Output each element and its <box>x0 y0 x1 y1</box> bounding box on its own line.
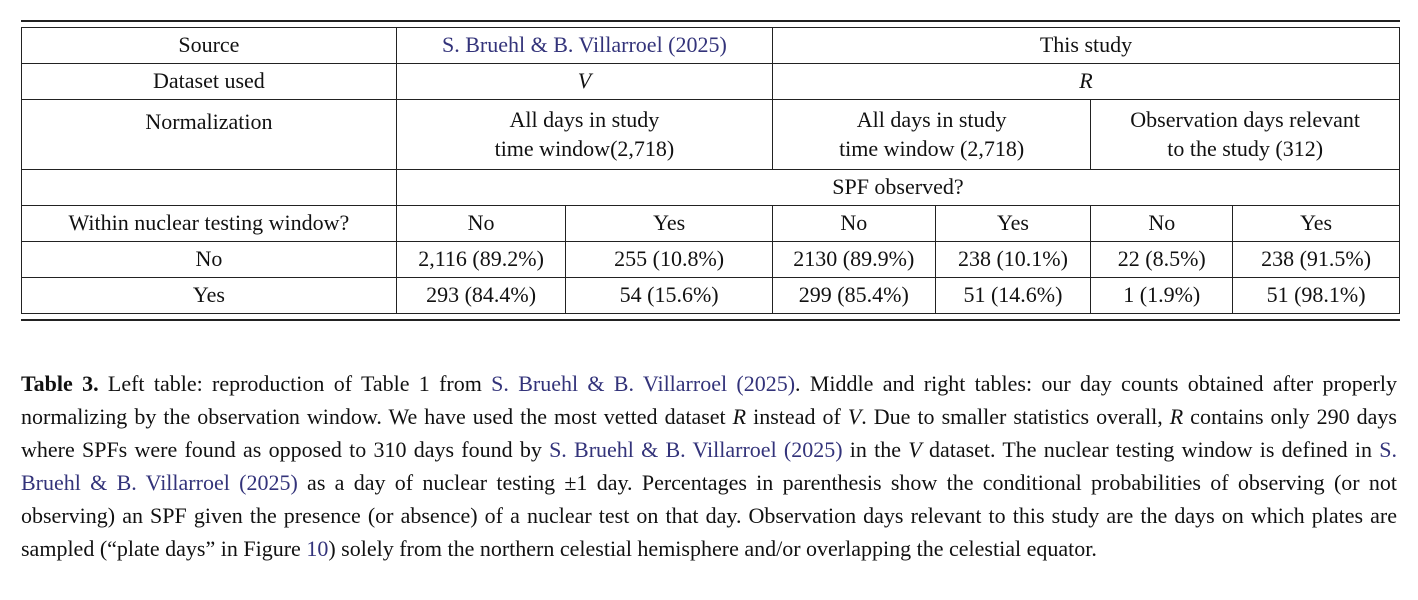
normalization-bruehl-cell: All days in study time window(2,718) <box>395 99 774 170</box>
row-no-mid-yes: 238 (10.1%) <box>934 241 1092 278</box>
caption-text-segment: as a day of nuclear testing ±1 day. Perc… <box>21 470 1397 561</box>
caption-text-segment: V <box>908 437 922 462</box>
caption-text-segment: ) solely from the northern celestial hem… <box>328 536 1097 561</box>
caption-text-segment: . Middle and right tables: our day count… <box>21 371 1397 429</box>
dataset-row-label: Dataset used <box>21 63 397 100</box>
cite-link[interactable]: S. Bruehl & B. Villarroel (2025) <box>441 32 727 58</box>
table-row-column-headers: Within nuclear testing window? No Yes No… <box>21 205 1400 242</box>
normalization-mid-cell: All days in study time window (2,718) <box>771 99 1092 170</box>
caption-text-segment: dataset. The nuclear testing window is d… <box>921 437 1380 462</box>
row-no-right-yes: 238 (91.5%) <box>1232 241 1400 278</box>
caption-text-segment: in the <box>842 437 909 462</box>
cite-link[interactable]: S. Bruehl & B. Villarroel (2025) <box>491 371 796 396</box>
caption-text-segment: R <box>732 404 747 429</box>
caption-text-segment: V <box>847 404 862 429</box>
row-no-bruehl-no: 2,116 (89.2%) <box>395 241 567 278</box>
cite-link[interactable]: 10 <box>306 536 329 561</box>
spf-empty-cell <box>21 169 397 206</box>
source-bruehl-cell: S. Bruehl & B. Villarroel (2025) <box>395 27 774 64</box>
table-caption: Table 3. Left table: reproduction of Tab… <box>21 367 1397 565</box>
table-row-spf-observed: SPF observed? <box>21 169 1401 206</box>
table-row-source: Source S. Bruehl & B. Villarroel (2025) … <box>21 27 1400 64</box>
caption-text-segment: Left table: reproduction of Table 1 from <box>98 371 492 396</box>
row-no-right-no: 22 (8.5%) <box>1090 241 1234 278</box>
caption-text-segment: instead of <box>746 404 848 429</box>
row-yes-mid-no: 299 (85.4%) <box>772 277 936 314</box>
col-header-bruehl-yes: Yes <box>565 205 773 242</box>
table-row-yes: Yes 293 (84.4%) 54 (15.6%) 299 (85.4%) 5… <box>21 277 1400 314</box>
cite-link[interactable]: S. Bruehl & B. Villarroel (2025) <box>549 437 843 462</box>
source-row-label: Source <box>21 27 397 64</box>
row-yes-mid-yes: 51 (14.6%) <box>934 277 1092 314</box>
col-header-bruehl-no: No <box>395 205 567 242</box>
row-yes-bruehl-yes: 54 (15.6%) <box>565 277 773 314</box>
results-table: Source S. Bruehl & B. Villarroel (2025) … <box>21 27 1401 314</box>
row-yes-right-no: 1 (1.9%) <box>1090 277 1234 314</box>
row-yes-right-yes: 51 (98.1%) <box>1232 277 1400 314</box>
results-table-wrapper: Source S. Bruehl & B. Villarroel (2025) … <box>21 20 1401 321</box>
caption-label: Table 3. <box>21 371 99 396</box>
normalization-right-cell: Observation days relevant to the study (… <box>1090 99 1400 170</box>
dataset-this-study-cell: R <box>772 63 1400 100</box>
caption-text-segment: R <box>1169 404 1184 429</box>
cite-link[interactable]: S. Bruehl & B. Villarroel (2025) <box>21 437 1397 495</box>
row-no-label: No <box>21 241 397 278</box>
row-yes-label: Yes <box>21 277 397 314</box>
table-row-dataset: Dataset used V R <box>21 63 1400 100</box>
col-header-mid-no: No <box>772 205 936 242</box>
normalization-row-label: Normalization <box>21 99 397 170</box>
spf-observed-cell: SPF observed? <box>395 169 1401 206</box>
col-header-right-yes: Yes <box>1232 205 1400 242</box>
col-header-right-no: No <box>1090 205 1234 242</box>
table-row-no: No 2,116 (89.2%) 255 (10.8%) 2130 (89.9%… <box>21 241 1400 278</box>
col-header-mid-yes: Yes <box>934 205 1092 242</box>
dataset-bruehl-cell: V <box>395 63 774 100</box>
page: Source S. Bruehl & B. Villarroel (2025) … <box>21 20 1401 565</box>
row-no-bruehl-yes: 255 (10.8%) <box>565 241 773 278</box>
caption-text-segment: . Due to smaller statistics overall, <box>861 404 1170 429</box>
caption-text-segment: contains only 290 days where SPFs were f… <box>21 404 1397 462</box>
table-row-normalization: Normalization All days in study time win… <box>21 99 1400 170</box>
row-no-mid-no: 2130 (89.9%) <box>772 241 936 278</box>
row-yes-bruehl-no: 293 (84.4%) <box>395 277 567 314</box>
window-row-label: Within nuclear testing window? <box>21 205 397 242</box>
source-this-study-cell: This study <box>772 27 1400 64</box>
